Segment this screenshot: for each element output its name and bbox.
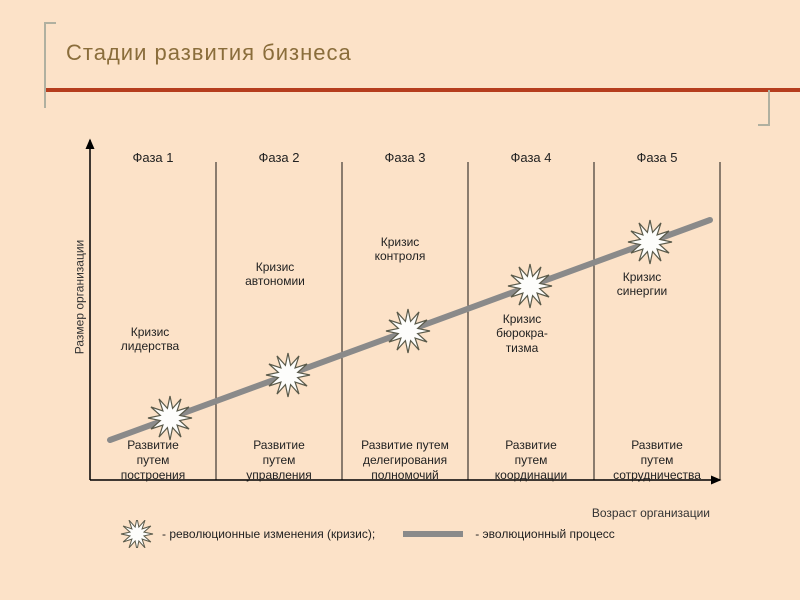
development-label: Развитиепутемпостроения: [95, 438, 211, 483]
legend-bar-icon: [403, 531, 463, 537]
legend-text-process: - эволюционный процесс: [475, 527, 615, 541]
phase-header: Фаза 1: [93, 150, 213, 165]
development-label: Развитиепутемсотрудничества: [599, 438, 715, 483]
phase-header: Фаза 4: [471, 150, 591, 165]
slide-title: Стадии развития бизнеса: [56, 32, 352, 66]
crisis-label: Кризисконтроля: [355, 235, 445, 264]
development-label: Развитиепутемуправления: [221, 438, 337, 483]
development-label: Развитие путемделегированияполномочий: [347, 438, 463, 483]
development-label: Развитиепутемкоординации: [473, 438, 589, 483]
title-underline: [46, 88, 800, 92]
crisis-label: Кризислидерства: [105, 325, 195, 354]
phase-header: Фаза 5: [597, 150, 717, 165]
legend-text-crisis: - революционные изменения (кризис);: [162, 527, 375, 541]
legend: - революционные изменения (кризис); - эв…: [120, 520, 740, 548]
title-bracket-right: [758, 90, 770, 126]
x-axis-label: Возраст организации: [592, 506, 710, 520]
title-bracket: [44, 22, 56, 108]
crisis-label: Кризиссинергии: [597, 270, 687, 299]
title-group: Стадии развития бизнеса: [56, 32, 352, 66]
phase-header: Фаза 2: [219, 150, 339, 165]
legend-star-icon: [120, 520, 154, 548]
phase-header: Фаза 3: [345, 150, 465, 165]
crisis-label: Кризисавтономии: [230, 260, 320, 289]
crisis-label: Кризисбюрокра-тизма: [477, 312, 567, 355]
growth-chart: Размер организации Возраст организации -…: [60, 130, 740, 550]
